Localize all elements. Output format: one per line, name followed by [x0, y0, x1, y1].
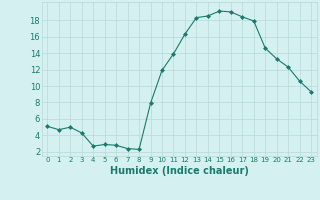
X-axis label: Humidex (Indice chaleur): Humidex (Indice chaleur) [110, 166, 249, 176]
